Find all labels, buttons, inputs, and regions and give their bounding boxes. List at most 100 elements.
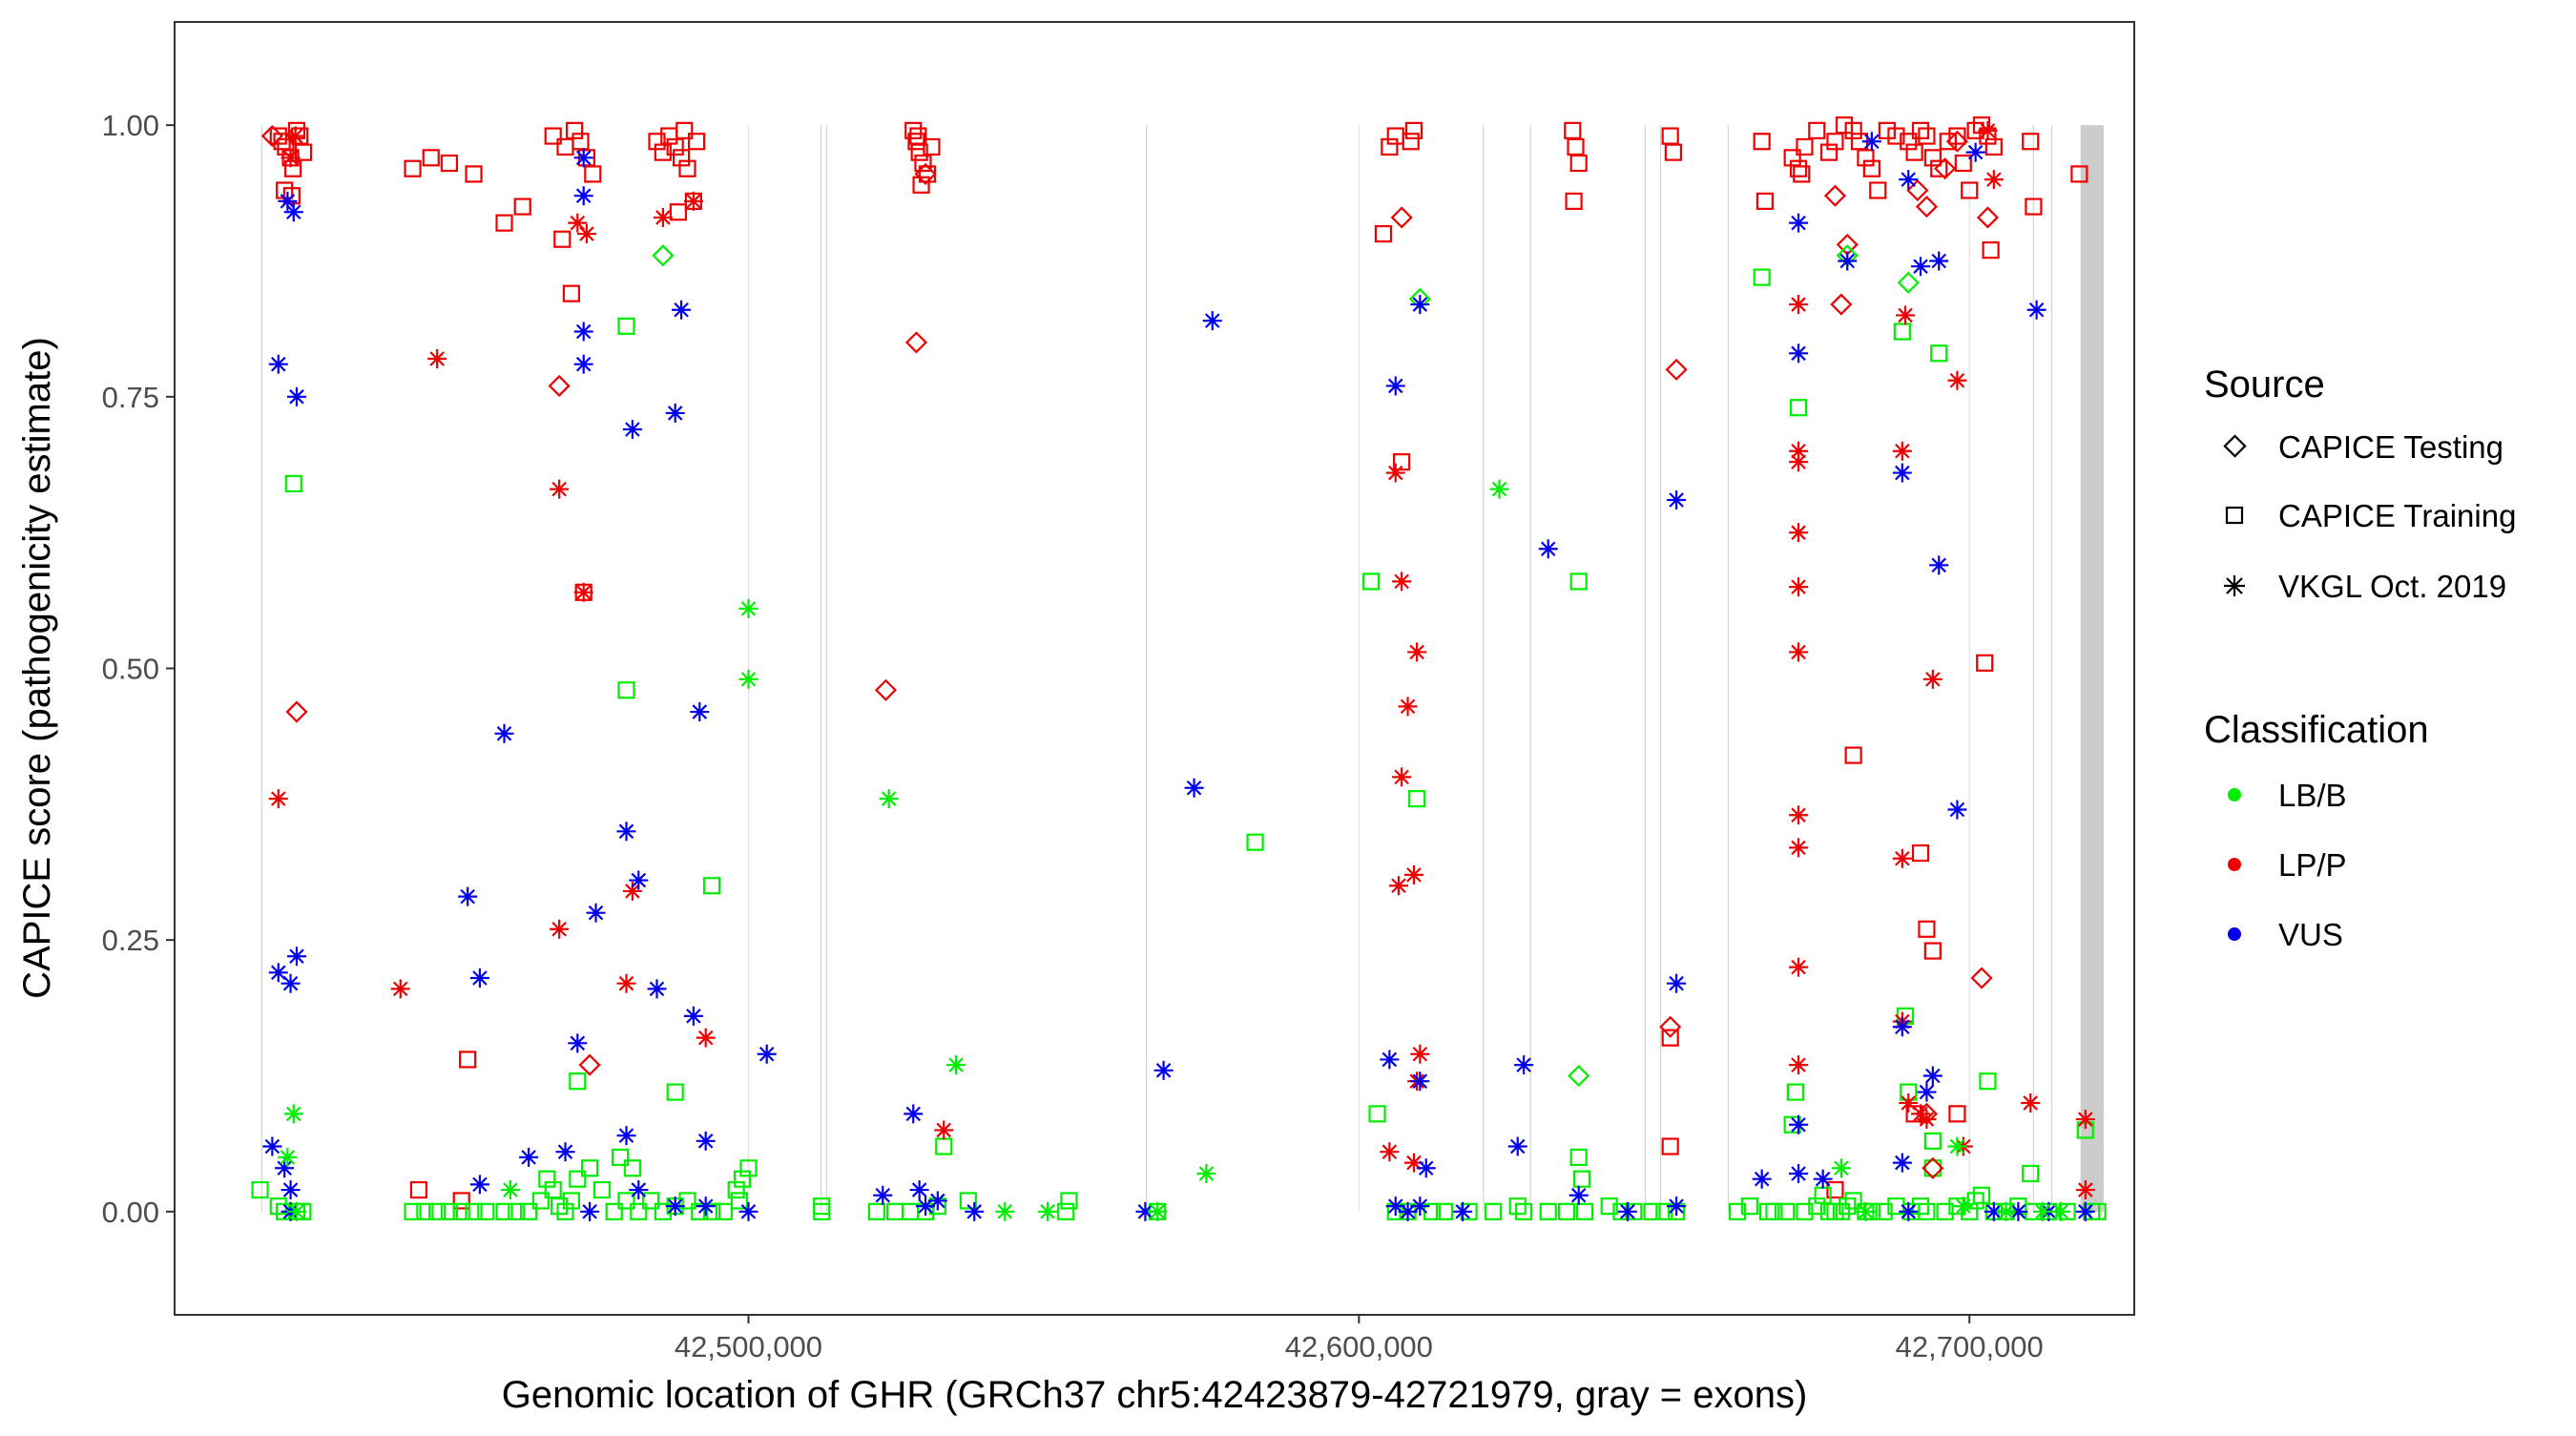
data-point xyxy=(665,403,685,423)
data-point xyxy=(1965,142,1985,162)
exon-band xyxy=(2080,125,2104,1212)
data-point xyxy=(1947,800,1967,820)
data-point xyxy=(616,1126,636,1146)
legend-title-source: Source xyxy=(2204,364,2325,406)
data-point xyxy=(465,1202,483,1220)
data-point xyxy=(262,1136,282,1156)
data-point xyxy=(1568,1064,1590,1088)
data-point xyxy=(652,244,675,267)
data-point xyxy=(1789,1114,1809,1134)
data-point xyxy=(551,1197,569,1216)
data-point xyxy=(612,1148,630,1166)
exon-band xyxy=(825,125,827,1212)
data-point xyxy=(1936,1202,1954,1220)
data-point xyxy=(1385,463,1405,483)
data-point xyxy=(286,1201,306,1221)
data-point xyxy=(1753,133,1771,151)
data-point xyxy=(1961,1202,1979,1220)
data-point xyxy=(1246,833,1264,851)
data-point xyxy=(1038,1201,1058,1221)
data-point xyxy=(617,1192,635,1210)
data-point xyxy=(1900,133,1918,151)
data-point xyxy=(1934,157,1957,180)
exon-band xyxy=(1146,125,1148,1212)
data-point xyxy=(2051,1201,2071,1221)
data-point xyxy=(1844,121,1862,139)
data-point xyxy=(2026,300,2046,320)
data-point xyxy=(727,1180,745,1199)
data-point xyxy=(1911,843,1930,863)
data-point xyxy=(1915,196,1938,219)
data-point xyxy=(1893,323,1911,341)
data-point xyxy=(569,1072,587,1091)
data-point xyxy=(1878,121,1896,139)
x-tick-label: 42,700,000 xyxy=(1896,1330,2044,1363)
data-point xyxy=(1930,159,1948,177)
data-point xyxy=(277,137,295,156)
data-point xyxy=(1410,1044,1430,1064)
data-point xyxy=(904,1104,924,1124)
data-point xyxy=(584,165,602,183)
data-point xyxy=(1875,1202,1893,1220)
data-point xyxy=(623,1159,642,1177)
data-point xyxy=(280,1180,301,1200)
data-point xyxy=(283,1104,303,1124)
data-point xyxy=(1408,790,1426,808)
data-point xyxy=(555,1142,575,1162)
data-point xyxy=(1922,1156,1944,1179)
data-point xyxy=(733,1170,752,1188)
data-point xyxy=(675,121,694,139)
data-point xyxy=(1777,1202,1796,1220)
data-point xyxy=(1380,1142,1400,1162)
data-point xyxy=(531,1192,551,1210)
data-point xyxy=(1789,159,1808,177)
data-point xyxy=(1196,1163,1216,1183)
data-point xyxy=(1892,463,1912,483)
data-point xyxy=(1202,311,1222,331)
data-point xyxy=(452,1192,470,1210)
data-point xyxy=(687,133,706,151)
data-point xyxy=(2070,165,2088,183)
data-point xyxy=(1861,132,1881,152)
data-point xyxy=(1755,192,1774,210)
data-point xyxy=(1789,452,1809,472)
data-point xyxy=(1489,479,1509,499)
data-point xyxy=(508,1202,526,1220)
data-point xyxy=(580,1201,600,1221)
data-point xyxy=(1572,1170,1591,1188)
data-point xyxy=(1899,170,1919,190)
data-point xyxy=(1911,257,1931,277)
data-point xyxy=(934,1120,954,1140)
y-tick-label: 1.00 xyxy=(102,109,159,142)
data-point xyxy=(1568,1185,1589,1205)
exon-band xyxy=(2050,125,2053,1212)
data-point xyxy=(416,1202,434,1220)
data-point xyxy=(1184,778,1204,798)
data-point xyxy=(622,419,642,439)
data-point xyxy=(1643,1202,1661,1220)
data-point xyxy=(1403,864,1423,884)
data-point xyxy=(1569,1148,1588,1166)
legend-item-vkgl: VKGL Oct. 2019 xyxy=(2224,569,2506,604)
data-point xyxy=(268,789,288,809)
data-point xyxy=(1978,120,1998,140)
data-point xyxy=(1930,344,1948,363)
data-point xyxy=(1923,1132,1942,1150)
data-point xyxy=(738,669,758,689)
data-point xyxy=(566,121,584,139)
y-axis-ticks: 0.00 0.25 0.50 0.75 1.00 xyxy=(102,109,175,1229)
legend-item-lpp: LP/P xyxy=(2228,847,2347,883)
data-point xyxy=(757,1044,777,1064)
data-point xyxy=(1435,1202,1454,1220)
data-point xyxy=(458,886,478,906)
data-point xyxy=(683,191,703,211)
data-point xyxy=(1929,251,1949,271)
data-point xyxy=(1576,1202,1594,1220)
data-point xyxy=(519,1147,539,1167)
data-point xyxy=(1057,1202,1075,1220)
data-point xyxy=(1945,130,1968,153)
data-point xyxy=(1385,376,1405,396)
data-point xyxy=(573,322,593,342)
data-point xyxy=(2022,133,2040,151)
data-point xyxy=(285,700,308,723)
